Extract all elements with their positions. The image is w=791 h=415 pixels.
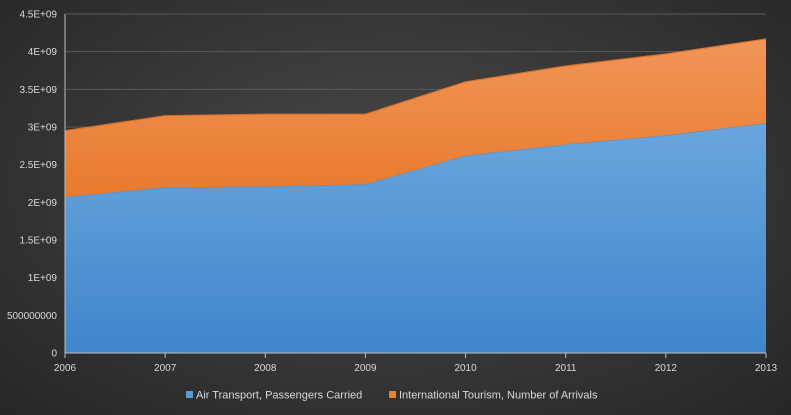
x-tick-label: 2009 (354, 363, 377, 374)
area-edge-series-1 (64, 122, 767, 198)
y-tick-label: 3.5E+09 (19, 85, 57, 96)
legend-label-series-1: Air Transport, Passengers Carried (196, 390, 362, 402)
legend-swatch-series-2 (389, 391, 396, 398)
y-tick-label: 2E+09 (28, 198, 58, 209)
legend-swatch-series-1 (186, 391, 193, 398)
x-tick-label: 2008 (254, 363, 277, 374)
area-series-2 (65, 38, 766, 198)
y-tick-label: 1.5E+09 (19, 236, 57, 247)
area-edge-series-2 (64, 38, 767, 132)
x-tick-label: 2012 (655, 363, 678, 374)
y-tick-label: 1E+09 (28, 273, 58, 284)
y-tick-label: 4.5E+09 (19, 10, 57, 21)
x-tick-label: 2010 (454, 363, 477, 374)
legend: Air Transport, Passengers Carried Interna… (186, 390, 598, 402)
plot-area (64, 38, 767, 353)
x-tick-label: 2013 (755, 363, 778, 374)
axes: 0 500000000 1E+09 1.5E+09 2E+09 2.5E+09 3E+09 3… (7, 10, 778, 375)
y-tick-label: 4E+09 (28, 47, 58, 58)
x-tick-label: 2007 (154, 363, 177, 374)
y-tick-label: 3E+09 (28, 123, 58, 134)
area-series-1 (65, 123, 766, 353)
x-tick-label: 2006 (54, 363, 77, 374)
x-tick-label: 2011 (555, 363, 577, 374)
legend-label-series-2: International Tourism, Number of Arrival… (399, 390, 598, 402)
y-tick-label: 0 (51, 349, 57, 360)
y-tick-label: 2.5E+09 (19, 160, 57, 171)
y-tick-label: 500000000 (7, 311, 57, 322)
